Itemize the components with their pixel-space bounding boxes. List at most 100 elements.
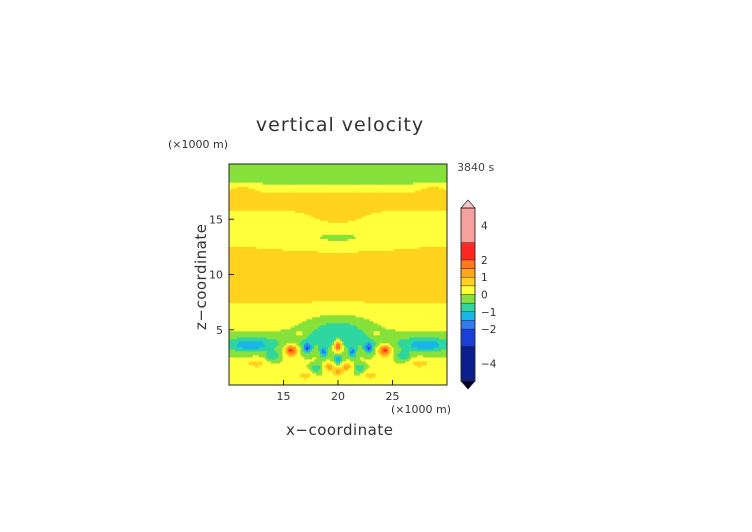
heatmap-cell xyxy=(310,374,313,378)
heatmap-cell xyxy=(292,300,295,304)
heatmap-cell xyxy=(288,324,292,328)
heatmap-cell xyxy=(294,312,297,316)
heatmap-cell xyxy=(268,374,272,378)
heatmap-cell xyxy=(276,326,280,330)
heatmap-cell xyxy=(316,342,319,346)
heatmap-cell xyxy=(292,282,295,286)
heatmap-cell xyxy=(278,284,282,288)
heatmap-cell xyxy=(272,336,276,340)
heatmap-cell xyxy=(234,186,238,189)
heatmap-cell xyxy=(252,292,256,296)
heatmap-cell xyxy=(242,166,246,169)
heatmap-cell xyxy=(278,380,282,384)
heatmap-cell xyxy=(244,284,248,288)
heatmap-cell xyxy=(290,290,294,294)
heatmap-cell xyxy=(288,170,292,173)
heatmap-cell xyxy=(288,196,292,199)
heatmap-cell xyxy=(282,280,286,284)
heatmap-cell xyxy=(272,306,276,310)
heatmap-cell xyxy=(304,364,307,368)
heatmap-cell xyxy=(270,268,274,272)
heatmap-cell xyxy=(254,346,258,350)
heatmap-cell xyxy=(274,180,278,183)
heatmap-cell xyxy=(292,294,295,298)
heatmap-cell xyxy=(316,268,319,272)
heatmap-cell xyxy=(266,248,270,251)
heatmap-cell xyxy=(296,266,299,270)
heatmap-cell xyxy=(298,210,301,213)
heatmap-cell xyxy=(229,306,232,310)
heatmap-cell xyxy=(290,234,294,237)
heatmap-cell xyxy=(246,356,250,360)
heatmap-cell xyxy=(302,290,305,294)
heatmap-cell xyxy=(300,212,303,215)
heatmap-cell xyxy=(262,356,266,360)
heatmap-cell xyxy=(252,246,256,249)
heatmap-cell xyxy=(242,296,246,300)
heatmap-cell xyxy=(264,206,268,209)
heatmap-cell xyxy=(268,296,272,300)
heatmap-cell xyxy=(270,182,274,185)
heatmap-cell xyxy=(314,268,317,272)
heatmap-cell xyxy=(304,228,307,231)
heatmap-cell xyxy=(256,256,260,260)
heatmap-cell xyxy=(296,334,299,338)
heatmap-cell xyxy=(230,380,234,384)
heatmap-cell xyxy=(308,240,311,243)
heatmap-cell xyxy=(246,350,250,354)
heatmap-cell xyxy=(258,198,262,201)
heatmap-cell xyxy=(304,312,307,316)
heatmap-cell xyxy=(258,382,262,385)
heatmap-cell xyxy=(229,360,232,364)
heatmap-cell xyxy=(234,178,238,181)
heatmap-cell xyxy=(262,164,266,167)
heatmap-cell xyxy=(270,214,274,217)
heatmap-cell xyxy=(298,216,301,219)
heatmap-cell xyxy=(292,208,295,211)
heatmap-cell xyxy=(254,340,258,344)
heatmap-cell xyxy=(250,238,254,241)
heatmap-cell xyxy=(278,236,282,239)
heatmap-cell xyxy=(254,198,258,201)
heatmap-cell xyxy=(290,176,294,179)
heatmap-cell xyxy=(242,266,246,270)
heatmap-cell xyxy=(312,180,315,183)
heatmap-cell xyxy=(288,258,292,262)
heatmap-cell xyxy=(312,168,315,171)
heatmap-cell xyxy=(276,336,280,340)
heatmap-cell xyxy=(298,260,301,264)
heatmap-cell xyxy=(268,338,272,342)
heatmap-cell xyxy=(306,196,309,199)
heatmap-cell xyxy=(274,380,278,384)
heatmap-cell xyxy=(234,290,238,294)
heatmap-cell xyxy=(232,354,236,358)
heatmap-cell xyxy=(264,374,268,378)
heatmap-cell xyxy=(232,222,236,225)
heatmap-cell xyxy=(232,164,236,167)
heatmap-cell xyxy=(288,320,292,324)
heatmap-cell xyxy=(240,176,244,179)
heatmap-cell xyxy=(229,350,232,354)
heatmap-cell xyxy=(288,322,292,326)
heatmap-cell xyxy=(280,320,284,324)
heatmap-cell xyxy=(236,176,240,179)
heatmap-cell xyxy=(260,222,264,225)
heatmap-cell xyxy=(298,258,301,262)
heatmap-cell xyxy=(248,362,252,366)
heatmap-cell xyxy=(240,322,244,326)
heatmap-cell xyxy=(260,302,264,306)
heatmap-cell xyxy=(296,358,299,362)
heatmap-cell xyxy=(232,324,236,328)
heatmap-cell xyxy=(242,252,246,256)
heatmap-cell xyxy=(268,358,272,362)
heatmap-cell xyxy=(278,166,282,169)
heatmap-cell xyxy=(286,232,290,235)
heatmap-cell xyxy=(246,288,250,292)
heatmap-cell xyxy=(312,346,315,350)
heatmap-cell xyxy=(310,274,313,278)
heatmap-cell xyxy=(254,268,258,272)
heatmap-cell xyxy=(272,274,276,278)
heatmap-cell xyxy=(268,258,272,262)
heatmap-cell xyxy=(306,290,309,294)
heatmap-cell xyxy=(242,372,246,376)
